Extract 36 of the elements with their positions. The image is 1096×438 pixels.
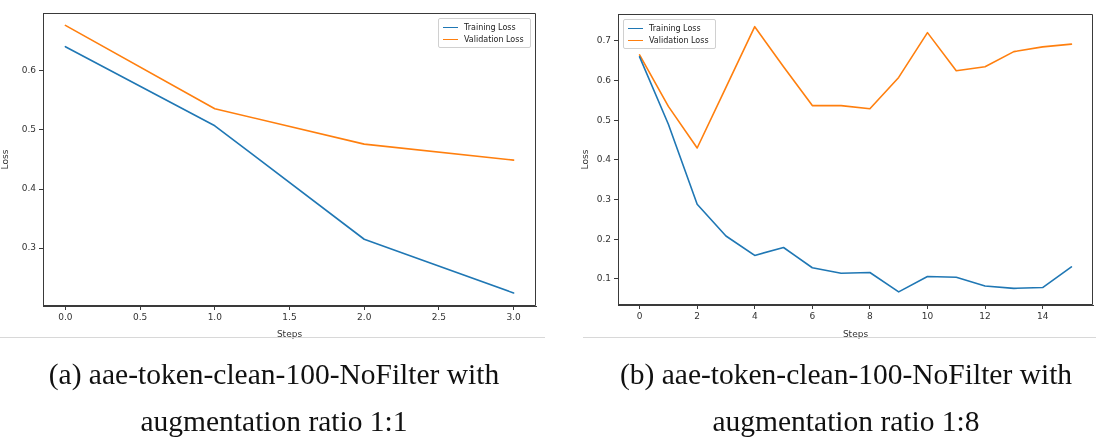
y-tick-label: 0.3 bbox=[596, 193, 611, 204]
x-tick-label: 1.5 bbox=[282, 311, 297, 322]
x-tick-label: 14 bbox=[1036, 310, 1049, 321]
x-tick-label: 12 bbox=[979, 310, 991, 321]
x-tick-label: 6 bbox=[809, 310, 816, 321]
y-tick-label: 0.3 bbox=[21, 242, 36, 253]
x-tick-label: 10 bbox=[921, 310, 934, 321]
y-tick-label: 0.4 bbox=[596, 154, 612, 165]
y-tick-label: 0.6 bbox=[596, 74, 612, 85]
x-axis-title: Steps bbox=[276, 328, 303, 339]
x-tick-label: 8 bbox=[867, 310, 874, 321]
text: (b) aae-token-clean-100-NoFilter with augmentation ratio 1:8 bbox=[618, 357, 1074, 438]
y-tick-label: 0.5 bbox=[21, 124, 36, 135]
legend-label: Training Loss bbox=[649, 23, 701, 33]
text: (a) aae-token-clean-100-NoFilter with augmentation ratio 1:1 bbox=[47, 357, 501, 438]
legend-label: Training Loss bbox=[464, 22, 516, 32]
x-tick-label: 0 bbox=[636, 310, 643, 321]
x-tick-label: 0.5 bbox=[132, 311, 148, 322]
y-axis-title: Loss bbox=[579, 149, 590, 170]
x-axis-title: Steps bbox=[842, 328, 869, 339]
legend-label: Validation Loss bbox=[649, 35, 709, 45]
x-tick-label: 1.0 bbox=[207, 311, 223, 322]
x-tick-label: 3.0 bbox=[506, 311, 522, 322]
x-tick-label: 2.5 bbox=[431, 311, 447, 322]
legend-label: Validation Loss bbox=[464, 34, 524, 44]
y-tick-label: 0.4 bbox=[21, 183, 37, 194]
y-axis-title: Loss bbox=[0, 149, 10, 170]
y-tick-label: 0.2 bbox=[596, 233, 611, 244]
x-tick-label: 4 bbox=[751, 310, 758, 321]
x-tick-label: 0.0 bbox=[58, 311, 73, 322]
y-tick-label: 0.5 bbox=[596, 114, 611, 125]
y-tick-label: 0.1 bbox=[596, 273, 611, 284]
y-tick-label: 0.6 bbox=[21, 65, 37, 76]
x-tick-label: 2 bbox=[694, 310, 701, 321]
x-tick-label: 2.0 bbox=[357, 311, 372, 322]
y-tick-label: 0.7 bbox=[596, 35, 611, 46]
